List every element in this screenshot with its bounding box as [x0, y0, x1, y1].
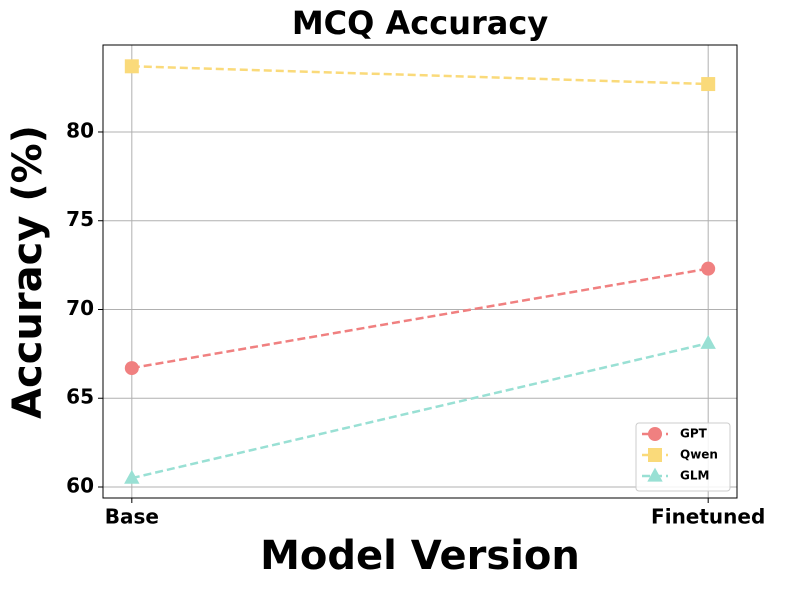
legend-label: GPT — [680, 427, 708, 441]
legend-label: GLM — [680, 469, 709, 483]
x-tick-label: Finetuned — [651, 505, 765, 529]
y-tick-label: 70 — [66, 296, 94, 320]
y-axis-label: Accuracy (%) — [5, 125, 51, 419]
series-line — [131, 65, 709, 86]
legend-marker — [648, 448, 662, 462]
data-point — [701, 261, 716, 276]
y-tick-label: 75 — [66, 207, 94, 231]
data-point — [124, 59, 139, 74]
data-point — [701, 77, 716, 92]
y-tick-label: 65 — [66, 385, 94, 409]
plot-frame — [102, 44, 738, 499]
y-tick-label: 60 — [66, 473, 94, 497]
chart-title: MCQ Accuracy — [292, 4, 549, 42]
data-point — [124, 469, 140, 484]
x-tick-label: Base — [105, 505, 159, 529]
x-axis-label: Model Version — [260, 533, 580, 579]
data-point — [700, 334, 716, 349]
y-tick-label: 80 — [66, 118, 94, 142]
legend-label: Qwen — [680, 448, 718, 462]
series-line — [131, 341, 709, 480]
legend-marker — [647, 467, 663, 482]
data-point — [124, 361, 139, 376]
legend-box — [635, 422, 731, 492]
series-line — [131, 267, 709, 370]
legend-marker — [648, 427, 662, 441]
